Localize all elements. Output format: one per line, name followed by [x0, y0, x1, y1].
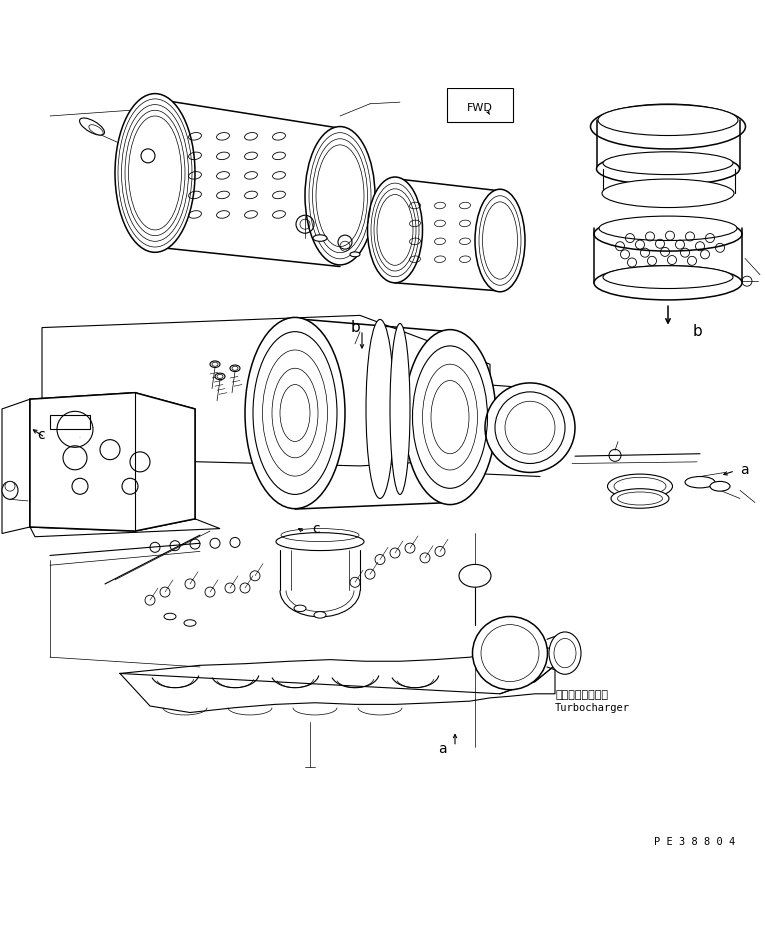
Polygon shape — [2, 400, 30, 534]
Ellipse shape — [367, 177, 422, 283]
Ellipse shape — [603, 266, 733, 289]
Text: c: c — [312, 523, 320, 537]
Ellipse shape — [294, 605, 306, 612]
Polygon shape — [42, 316, 490, 466]
Ellipse shape — [89, 125, 103, 135]
Ellipse shape — [215, 373, 225, 380]
Text: a: a — [438, 743, 447, 756]
Ellipse shape — [210, 361, 220, 368]
Ellipse shape — [594, 217, 742, 251]
Ellipse shape — [485, 383, 575, 473]
Text: P E 3 8 8 0 4: P E 3 8 8 0 4 — [654, 837, 736, 847]
Text: ターボチャージャ: ターボチャージャ — [555, 691, 608, 700]
Text: Turbocharger: Turbocharger — [555, 702, 630, 713]
Ellipse shape — [305, 127, 375, 265]
Ellipse shape — [313, 235, 327, 242]
Ellipse shape — [404, 330, 496, 505]
Ellipse shape — [598, 104, 738, 135]
Ellipse shape — [473, 617, 548, 690]
Ellipse shape — [366, 320, 394, 498]
Text: FWD: FWD — [467, 102, 493, 113]
FancyBboxPatch shape — [447, 88, 513, 121]
Ellipse shape — [685, 477, 715, 488]
Ellipse shape — [611, 489, 669, 509]
Polygon shape — [30, 393, 195, 531]
Ellipse shape — [390, 323, 410, 494]
Ellipse shape — [459, 564, 491, 588]
Ellipse shape — [164, 613, 176, 619]
Text: b: b — [350, 321, 360, 335]
Ellipse shape — [602, 179, 734, 208]
Ellipse shape — [184, 619, 196, 626]
Bar — [50, 415, 90, 430]
Ellipse shape — [2, 481, 18, 499]
Ellipse shape — [710, 481, 730, 492]
Polygon shape — [30, 519, 220, 537]
Ellipse shape — [245, 318, 345, 509]
Ellipse shape — [5, 481, 15, 492]
Text: a: a — [740, 463, 749, 477]
Text: b: b — [693, 324, 703, 339]
Ellipse shape — [475, 189, 525, 291]
Ellipse shape — [603, 151, 733, 175]
Ellipse shape — [549, 632, 581, 674]
Ellipse shape — [350, 252, 360, 257]
Ellipse shape — [599, 216, 737, 241]
Text: c: c — [37, 428, 45, 442]
Ellipse shape — [230, 365, 240, 371]
Ellipse shape — [115, 94, 195, 252]
Ellipse shape — [597, 152, 740, 185]
Ellipse shape — [594, 266, 742, 300]
Ellipse shape — [276, 533, 364, 551]
Polygon shape — [30, 393, 195, 531]
Ellipse shape — [607, 474, 672, 498]
Ellipse shape — [314, 612, 326, 619]
Ellipse shape — [591, 104, 746, 149]
Ellipse shape — [80, 118, 105, 135]
